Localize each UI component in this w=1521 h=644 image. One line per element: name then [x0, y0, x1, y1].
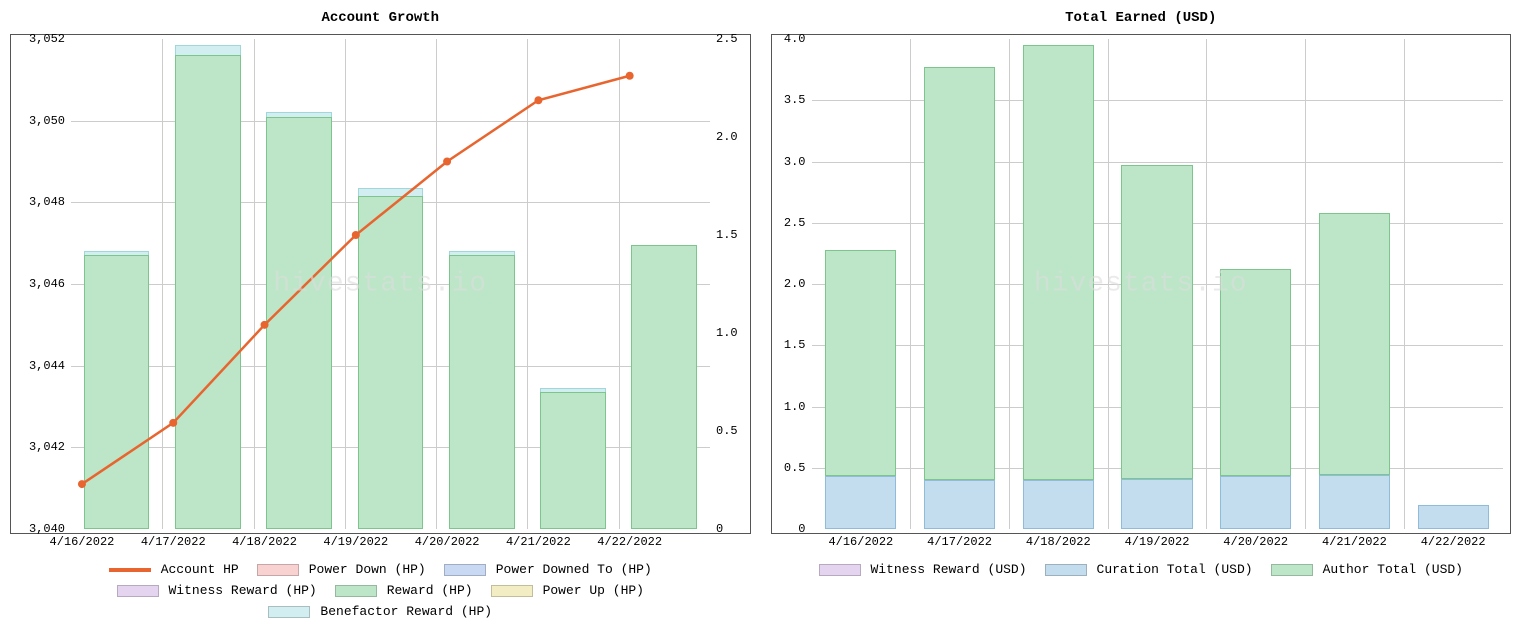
legend-swatch: [491, 585, 533, 597]
x-tick-label: 4/19/2022: [1125, 529, 1190, 549]
chart2-legend: Witness Reward (USD) Curation Total (USD)…: [771, 562, 1512, 577]
bar-reward: [175, 55, 241, 529]
legend-item: Author Total (USD): [1271, 562, 1463, 577]
y-tick-label: 0.5: [784, 461, 812, 475]
legend-swatch: [257, 564, 299, 576]
x-tick-label: 4/17/2022: [927, 529, 992, 549]
legend-item: Account HP: [109, 562, 239, 577]
legend-item: Power Down (HP): [257, 562, 426, 577]
chart-account-growth: Account Growth hivestats.io 3,0403,0423,…: [10, 10, 751, 619]
legend-swatch: [109, 568, 151, 572]
y-right-tick-label: 1.0: [710, 326, 738, 340]
legend-item: Curation Total (USD): [1045, 562, 1253, 577]
bar-curation: [1319, 475, 1390, 529]
legend-swatch: [444, 564, 486, 576]
y-tick-label: 2.0: [784, 277, 812, 291]
legend-label: Curation Total (USD): [1097, 562, 1253, 577]
bar-author: [1220, 269, 1291, 476]
x-tick-label: 4/21/2022: [1322, 529, 1387, 549]
bar-author: [1121, 165, 1192, 479]
chart1-title: Account Growth: [10, 10, 751, 26]
legend-swatch: [117, 585, 159, 597]
x-tick-label: 4/17/2022: [141, 529, 206, 549]
bar-author: [1023, 45, 1094, 480]
x-tick-label: 4/20/2022: [1223, 529, 1288, 549]
y-left-tick-label: 3,042: [29, 440, 71, 454]
bar-curation: [1121, 479, 1192, 529]
y-right-tick-label: 1.5: [710, 228, 738, 242]
legend-swatch: [268, 606, 310, 618]
bar-reward: [631, 245, 697, 529]
legend-label: Witness Reward (HP): [169, 583, 317, 598]
legend-item: Witness Reward (HP): [117, 583, 317, 598]
legend-swatch: [819, 564, 861, 576]
y-left-tick-label: 3,050: [29, 114, 71, 128]
bar-reward: [358, 196, 424, 529]
x-tick-label: 4/18/2022: [232, 529, 297, 549]
bar-reward: [540, 392, 606, 529]
x-tick-label: 4/16/2022: [50, 529, 115, 549]
chart1-plot-area: hivestats.io 3,0403,0423,0443,0463,0483,…: [10, 34, 751, 534]
x-tick-label: 4/18/2022: [1026, 529, 1091, 549]
charts-container: Account Growth hivestats.io 3,0403,0423,…: [10, 10, 1511, 619]
y-tick-label: 3.5: [784, 93, 812, 107]
legend-swatch: [1045, 564, 1087, 576]
bar-author: [825, 250, 896, 477]
bar-reward: [449, 255, 515, 529]
bar-reward: [266, 117, 332, 529]
bar-curation: [1023, 480, 1094, 529]
legend-label: Account HP: [161, 562, 239, 577]
y-tick-label: 0: [798, 522, 811, 536]
legend-label: Power Down (HP): [309, 562, 426, 577]
y-tick-label: 4.0: [784, 32, 812, 46]
bar-author: [1319, 213, 1390, 475]
y-left-tick-label: 3,044: [29, 359, 71, 373]
bar-curation: [1418, 505, 1489, 530]
y-tick-label: 1.5: [784, 338, 812, 352]
y-left-tick-label: 3,048: [29, 195, 71, 209]
bar-author: [924, 67, 995, 480]
bar-curation: [825, 476, 896, 529]
chart-total-earned: Total Earned (USD) hivestats.io 00.51.01…: [771, 10, 1512, 619]
grid-line-h: [71, 121, 710, 122]
legend-swatch: [335, 585, 377, 597]
legend-label: Benefactor Reward (HP): [320, 604, 492, 619]
y-left-tick-label: 3,052: [29, 32, 71, 46]
legend-item: Witness Reward (USD): [819, 562, 1027, 577]
x-tick-label: 4/22/2022: [1421, 529, 1486, 549]
x-tick-label: 4/20/2022: [415, 529, 480, 549]
y-right-tick-label: 0.5: [710, 424, 738, 438]
legend-label: Witness Reward (USD): [871, 562, 1027, 577]
y-right-tick-label: 2.0: [710, 130, 738, 144]
x-tick-label: 4/22/2022: [597, 529, 662, 549]
legend-item: Power Downed To (HP): [444, 562, 652, 577]
bar-reward: [84, 255, 150, 529]
y-left-tick-label: 3,046: [29, 277, 71, 291]
bar-curation: [924, 480, 995, 529]
x-tick-label: 4/16/2022: [828, 529, 893, 549]
legend-label: Reward (HP): [387, 583, 473, 598]
x-tick-label: 4/19/2022: [323, 529, 388, 549]
chart2-plot-area: hivestats.io 00.51.01.52.02.53.03.54.04/…: [771, 34, 1512, 534]
legend-label: Power Downed To (HP): [496, 562, 652, 577]
legend-item: Reward (HP): [335, 583, 473, 598]
chart2-title: Total Earned (USD): [771, 10, 1512, 26]
legend-item: Power Up (HP): [491, 583, 644, 598]
bar-curation: [1220, 476, 1291, 529]
grid-line-h: [812, 100, 1503, 101]
legend-item: Benefactor Reward (HP): [268, 604, 492, 619]
y-tick-label: 2.5: [784, 216, 812, 230]
grid-line-h: [812, 162, 1503, 163]
legend-label: Power Up (HP): [543, 583, 644, 598]
x-tick-label: 4/21/2022: [506, 529, 571, 549]
legend-label: Author Total (USD): [1323, 562, 1463, 577]
chart1-legend: Account HP Power Down (HP) Power Downed To…: [10, 562, 751, 619]
y-tick-label: 3.0: [784, 155, 812, 169]
y-right-tick-label: 2.5: [710, 32, 738, 46]
legend-swatch: [1271, 564, 1313, 576]
y-right-tick-label: 0: [710, 522, 723, 536]
y-tick-label: 1.0: [784, 400, 812, 414]
